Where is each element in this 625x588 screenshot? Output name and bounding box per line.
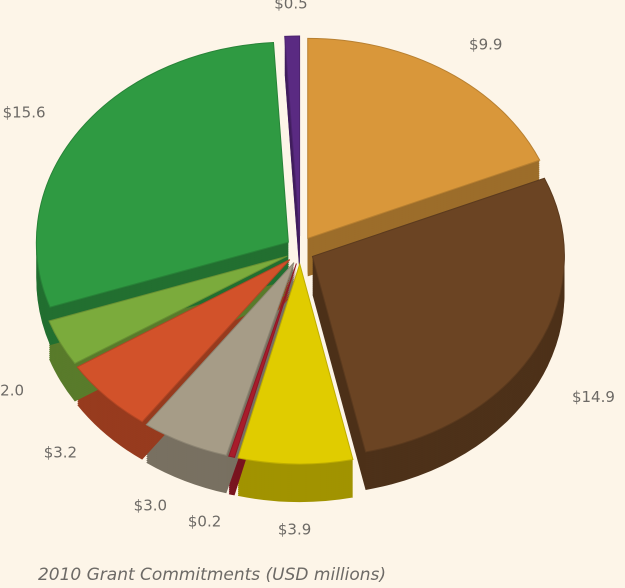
data-label: $14.9 [572,388,615,406]
chart-caption: 2010 Grant Commitments (USD millions) [38,565,386,585]
data-label: $9.9 [469,35,502,53]
data-label: $3.2 [44,443,77,461]
slice [35,42,289,308]
slice [228,263,297,458]
slice [311,177,565,453]
data-label: $0.5 [274,0,307,13]
data-label: $15.6 [3,104,46,122]
data-label: $0.2 [188,512,221,530]
slice [145,262,295,456]
slice [307,37,541,240]
data-label: $3.9 [278,521,311,539]
slice [76,259,291,423]
data-label: $2.0 [0,381,24,399]
slice [237,262,354,465]
slice [284,35,301,237]
data-label: $3.0 [134,496,167,514]
slice [48,255,288,365]
